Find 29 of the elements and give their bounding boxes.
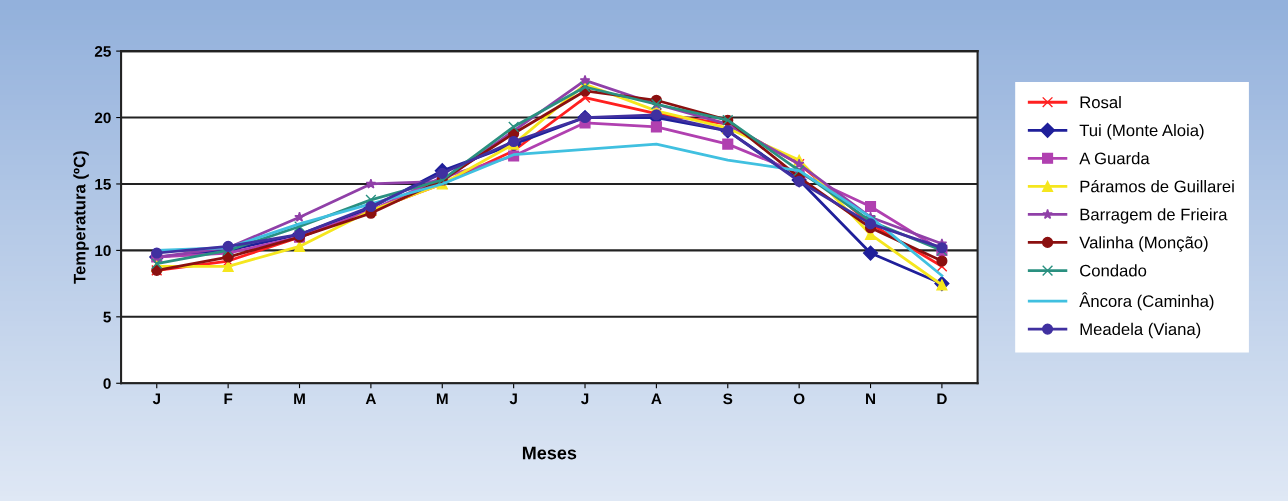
x-tick-label: J: [581, 393, 589, 405]
y-tick-label: 25: [94, 45, 111, 57]
y-axis-title: Temperatura (ºC): [73, 151, 89, 284]
y-tick-label: 5: [103, 311, 111, 323]
x-tick-label: O: [793, 393, 805, 405]
x-tick-label: M: [436, 393, 448, 405]
legend-label: Valinha (Monção): [1079, 236, 1208, 252]
legend-label: Páramos de Guillarei: [1080, 179, 1234, 193]
x-tick-label: A: [365, 393, 376, 405]
x-tick-label: J: [509, 393, 517, 405]
x-tick-label: D: [937, 393, 947, 405]
x-tick-label: A: [651, 393, 662, 405]
y-tick-label: 0: [103, 378, 111, 389]
y-tick-label: 15: [95, 178, 111, 190]
legend-label: Rosal: [1080, 95, 1121, 109]
legend-label: Barragem de Frieira: [1080, 208, 1228, 224]
x-tick-label: J: [152, 393, 160, 405]
legend-label: Tui (Monte Aloia): [1079, 124, 1204, 140]
x-tick-label: F: [224, 393, 233, 405]
y-tick-label: 10: [95, 245, 111, 257]
legend-label: Condado: [1080, 264, 1147, 277]
legend-label: Âncora (Caminha): [1079, 292, 1214, 311]
x-tick-label: M: [294, 393, 305, 405]
y-tick-label: 20: [94, 112, 111, 124]
x-axis-title: Meses: [522, 446, 577, 460]
x-tick-label: S: [723, 393, 733, 405]
legend-label: Meadela (Viana): [1080, 322, 1201, 339]
legend-label: A Guarda: [1079, 152, 1150, 165]
x-tick-label: N: [866, 393, 876, 405]
